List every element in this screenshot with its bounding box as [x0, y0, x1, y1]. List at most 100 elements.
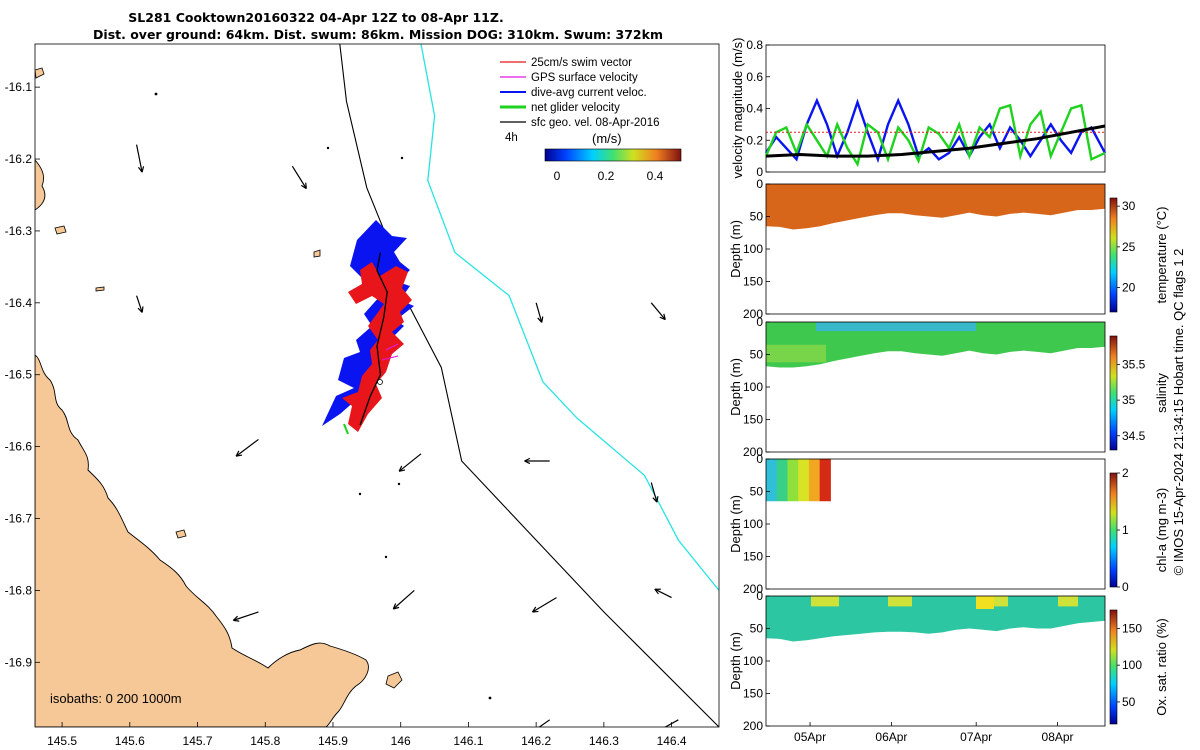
section-ytick-label: 100: [743, 517, 763, 531]
section-colorbar: [1109, 335, 1118, 451]
map-ytick-label: -16.7: [5, 512, 33, 526]
credit-line: © IMOS 15-Apr-2024 21:34:15 Hobart time.…: [1171, 249, 1186, 576]
speed-colorbar: [544, 148, 682, 162]
section-column: [808, 459, 821, 502]
section-column: [787, 459, 799, 502]
section-ytick-label: 200: [743, 445, 763, 459]
section-ytick-label: 150: [743, 275, 763, 289]
isobath-200m: [339, 44, 719, 727]
section-ytick-label: 200: [743, 307, 763, 321]
section-panel-oxygen: 0 50 100 150 200 Depth (m) 50 100 150 Ox. sat. ra…: [728, 589, 1169, 744]
land-islet-c: [175, 529, 187, 539]
glider-position-marker: [377, 379, 383, 385]
section-fresh-layer: [816, 322, 976, 332]
title-line-1: SL281 Cooktown20160322 04-Apr 12Z to 08-…: [128, 10, 503, 25]
sfc-geo-vector: [235, 438, 259, 457]
colorbar-tick-label: 34.5: [1122, 429, 1146, 443]
land-islet-d: [313, 249, 321, 258]
sfc-geo-vector: [538, 719, 551, 727]
sfc-geo-vector: [654, 588, 672, 599]
colorbar-tick-1: 0.2: [598, 169, 615, 183]
date-tick-label: 07Apr: [960, 730, 992, 744]
section-ylabel: Depth (m): [728, 495, 743, 553]
sfc-geo-vector: [650, 482, 659, 503]
colorbar-tick-label: 20: [1122, 281, 1136, 295]
velocity-ylabel: velocity magnitude (m/s): [730, 38, 745, 179]
section-ytick-label: 50: [750, 622, 764, 636]
sfc-geo-vector: [650, 302, 666, 321]
date-tick-label: 08Apr: [1042, 730, 1074, 744]
map-xtick-label: 146.4: [657, 734, 687, 748]
title-line-2: Dist. over ground: 64km. Dist. swum: 86k…: [93, 27, 663, 42]
section-ylabel: Depth (m): [728, 220, 743, 278]
map-ytick-label: -16.2: [5, 152, 33, 166]
section-ytick-label: 200: [743, 719, 763, 733]
section-oxy-patch: [888, 596, 912, 607]
section-ytick-label: 50: [750, 348, 764, 362]
section-ytick-label: 0: [756, 177, 763, 191]
map-xtick-label: 145.7: [183, 734, 213, 748]
land-headland: [35, 159, 46, 211]
sfc-geo-vector: [135, 144, 145, 173]
section-ytick-label: 50: [750, 485, 764, 499]
sfc-geo-vector: [531, 597, 557, 613]
section-panel-chl_a: 0 50 100 150 200 Depth (m) 0 1 2 chl-a (mg m-3): [728, 452, 1169, 596]
section-oxy-patch: [811, 596, 839, 607]
colorbar-tick-label: 35: [1122, 393, 1136, 407]
section-column: [766, 459, 778, 502]
colorbar-tick-label: 25: [1122, 240, 1136, 254]
velocity-ytick-label: 0: [756, 165, 763, 179]
section-colorbar-label: temperature (°C): [1154, 207, 1169, 304]
isobath-1000m: [420, 44, 719, 591]
map-xtick-label: 146.2: [521, 734, 551, 748]
colorbar-tick-label: 2: [1122, 466, 1129, 480]
sfc-geo-vector: [535, 302, 544, 323]
section-colorbar: [1109, 197, 1118, 313]
velocity-ytick-label: 0.8: [746, 38, 763, 52]
velocity-ytick-label: 0.4: [746, 102, 763, 116]
section-ytick-label: 0: [756, 452, 763, 466]
colorbar-tick-label: 30: [1122, 199, 1136, 213]
map-xtick-label: 145.8: [250, 734, 280, 748]
velocity-y-ticks: 0 0.2 0.4 0.6 0.8: [746, 38, 770, 179]
isobaths-label: isobaths: 0 200 1000m: [50, 691, 182, 706]
sfc-geo-vector: [291, 165, 307, 190]
map-xtick-label: 146.3: [589, 734, 619, 748]
section-ytick-label: 0: [756, 315, 763, 329]
sfc-geo-vector: [136, 295, 144, 313]
legend-swim: 25cm/s swim vector: [531, 57, 632, 69]
map-ytick-label: -16.9: [5, 655, 33, 669]
velocity-series-line: [765, 124, 1106, 158]
velocity-frame: [765, 44, 1106, 173]
map-ytick-label: -16.3: [5, 224, 33, 238]
colorbar-tick-label: 1: [1122, 523, 1129, 537]
section-panel-temperature: 0 50 100 150 200 Depth (m) 20 25 30 temperature (…: [728, 177, 1169, 321]
map-panel: 145.5 145.6 145.7 145.8 145.9 146 146.1 146.2 14…: [5, 43, 720, 748]
velocity-ytick-label: 0.2: [746, 133, 763, 147]
map-xtick-label: 145.9: [318, 734, 348, 748]
map-xtick-label: 146: [391, 734, 411, 748]
section-ytick-label: 200: [743, 582, 763, 596]
sfc-geo-vector: [524, 457, 550, 465]
map-y-ticks: -16.1 -16.2 -16.3 -16.4 -16.5 -16.6 -16.7 -16.8…: [5, 80, 40, 669]
velocity-series-line: [764, 103, 1106, 168]
velocity-ytick-label: 0.6: [746, 70, 763, 84]
section-column: [819, 459, 831, 502]
colorbar-unit: (m/s): [592, 131, 622, 146]
section-ytick-label: 100: [743, 654, 763, 668]
section-fill: [766, 322, 1105, 368]
colorbar-tick-label: 50: [1122, 695, 1136, 709]
legend-current: dive-avg current veloc.: [531, 87, 647, 99]
colorbar-tick-label: 100: [1122, 658, 1142, 672]
sfc-geo-vector: [398, 453, 422, 472]
map-ytick-label: -16.8: [5, 583, 33, 597]
legend-sfc: sfc geo. vel. 08-Apr-2016: [531, 117, 660, 129]
legend-net: net glider velocity: [531, 102, 620, 114]
section-colorbar-label: Ox. sat. ratio (%): [1154, 618, 1169, 716]
section-saline-layer: [766, 344, 826, 363]
date-tick-label: 05Apr: [794, 730, 826, 744]
section-ytick-label: 0: [756, 589, 763, 603]
colorbar-tick-2: 0.4: [647, 169, 664, 183]
section-ytick-label: 100: [743, 380, 763, 394]
